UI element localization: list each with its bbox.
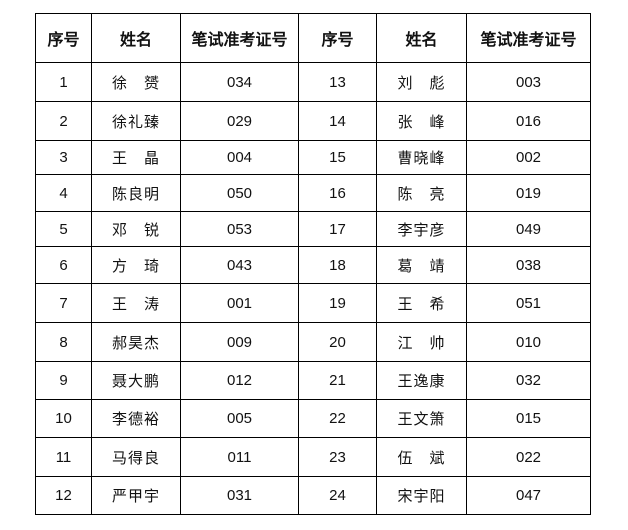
name-cell: 江 帅 xyxy=(376,322,467,362)
header-cell: 笔试准考证号 xyxy=(180,13,299,63)
exam-id-cell: 010 xyxy=(466,322,591,362)
exam-id-cell: 016 xyxy=(466,101,591,141)
exam-id-cell: 003 xyxy=(466,62,591,102)
seq-cell: 6 xyxy=(35,246,92,284)
header-cell: 姓名 xyxy=(376,13,467,63)
name-cell: 严甲宇 xyxy=(91,476,181,515)
seq-cell: 22 xyxy=(298,399,377,438)
name-cell: 郝昊杰 xyxy=(91,322,181,362)
exam-id-cell: 002 xyxy=(466,140,591,175)
seq-cell: 20 xyxy=(298,322,377,362)
seq-cell: 12 xyxy=(35,476,92,515)
exam-id-cell: 019 xyxy=(466,174,591,212)
name-cell: 聂大鹏 xyxy=(91,361,181,400)
exam-id-cell: 015 xyxy=(466,399,591,438)
seq-cell: 10 xyxy=(35,399,92,438)
exam-id-cell: 001 xyxy=(180,283,299,323)
name-cell: 曹晓峰 xyxy=(376,140,467,175)
header-row: 序号 姓名 笔试准考证号 序号 姓名 笔试准考证号 xyxy=(35,13,591,63)
name-cell: 李德裕 xyxy=(91,399,181,438)
header-cell: 序号 xyxy=(35,13,92,63)
seq-cell: 4 xyxy=(35,174,92,212)
exam-id-cell: 043 xyxy=(180,246,299,284)
name-cell: 伍 斌 xyxy=(376,437,467,477)
seq-cell: 15 xyxy=(298,140,377,175)
seq-cell: 21 xyxy=(298,361,377,400)
exam-id-cell: 050 xyxy=(180,174,299,212)
name-cell: 葛 靖 xyxy=(376,246,467,284)
name-cell: 李宇彦 xyxy=(376,211,467,247)
name-cell: 徐 赟 xyxy=(91,62,181,102)
seq-cell: 1 xyxy=(35,62,92,102)
name-cell: 刘 彪 xyxy=(376,62,467,102)
seq-cell: 17 xyxy=(298,211,377,247)
table-row: 9 聂大鹏 012 21 王逸康 032 xyxy=(35,361,591,400)
name-cell: 王文箫 xyxy=(376,399,467,438)
name-cell: 张 峰 xyxy=(376,101,467,141)
seq-cell: 23 xyxy=(298,437,377,477)
exam-id-cell: 009 xyxy=(180,322,299,362)
seq-cell: 11 xyxy=(35,437,92,477)
exam-id-cell: 011 xyxy=(180,437,299,477)
table-row: 12 严甲宇 031 24 宋宇阳 047 xyxy=(35,476,591,515)
name-cell: 陈 亮 xyxy=(376,174,467,212)
table-row: 4 陈良明 050 16 陈 亮 019 xyxy=(35,174,591,212)
seq-cell: 13 xyxy=(298,62,377,102)
exam-id-cell: 032 xyxy=(466,361,591,400)
name-cell: 陈良明 xyxy=(91,174,181,212)
name-cell: 王 晶 xyxy=(91,140,181,175)
seq-cell: 18 xyxy=(298,246,377,284)
seq-cell: 7 xyxy=(35,283,92,323)
name-cell: 王 涛 xyxy=(91,283,181,323)
table-row: 11 马得良 011 23 伍 斌 022 xyxy=(35,437,591,477)
seq-cell: 8 xyxy=(35,322,92,362)
exam-id-cell: 005 xyxy=(180,399,299,438)
name-cell: 王逸康 xyxy=(376,361,467,400)
exam-id-cell: 029 xyxy=(180,101,299,141)
exam-id-cell: 034 xyxy=(180,62,299,102)
seq-cell: 9 xyxy=(35,361,92,400)
table-row: 2 徐礼臻 029 14 张 峰 016 xyxy=(35,101,591,141)
exam-id-cell: 047 xyxy=(466,476,591,515)
table-row: 8 郝昊杰 009 20 江 帅 010 xyxy=(35,322,591,362)
exam-id-cell: 012 xyxy=(180,361,299,400)
exam-id-cell: 038 xyxy=(466,246,591,284)
table-row: 10 李德裕 005 22 王文箫 015 xyxy=(35,399,591,438)
header-cell: 序号 xyxy=(298,13,377,63)
exam-id-cell: 053 xyxy=(180,211,299,247)
seq-cell: 14 xyxy=(298,101,377,141)
name-cell: 王 希 xyxy=(376,283,467,323)
seq-cell: 2 xyxy=(35,101,92,141)
header-cell: 笔试准考证号 xyxy=(466,13,591,63)
seq-cell: 19 xyxy=(298,283,377,323)
exam-id-cell: 022 xyxy=(466,437,591,477)
seq-cell: 3 xyxy=(35,140,92,175)
seq-cell: 5 xyxy=(35,211,92,247)
exam-id-cell: 049 xyxy=(466,211,591,247)
name-cell: 马得良 xyxy=(91,437,181,477)
header-cell: 姓名 xyxy=(91,13,181,63)
exam-id-cell: 051 xyxy=(466,283,591,323)
seq-cell: 24 xyxy=(298,476,377,515)
name-cell: 方 琦 xyxy=(91,246,181,284)
seq-cell: 16 xyxy=(298,174,377,212)
exam-id-cell: 004 xyxy=(180,140,299,175)
name-cell: 宋宇阳 xyxy=(376,476,467,515)
name-cell: 徐礼臻 xyxy=(91,101,181,141)
name-cell: 邓 锐 xyxy=(91,211,181,247)
exam-id-cell: 031 xyxy=(180,476,299,515)
